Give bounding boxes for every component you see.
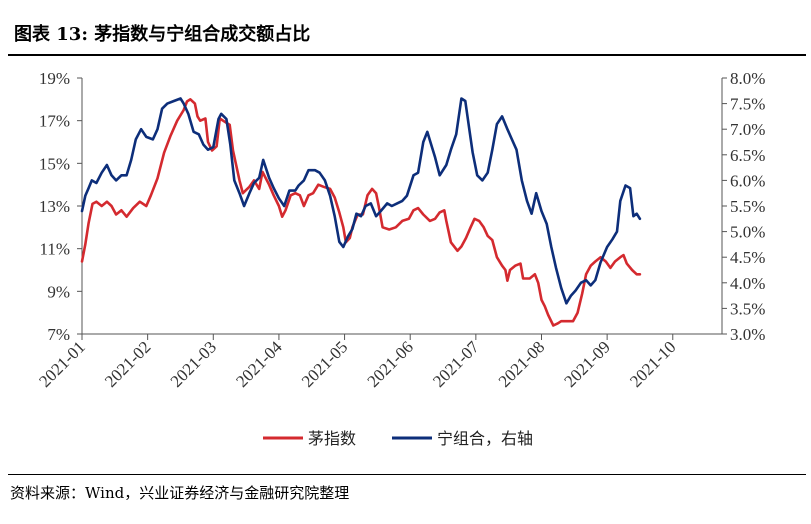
left-tick-label: 7% — [47, 325, 70, 344]
x-tick-label: 2021-06 — [364, 337, 418, 391]
x-tick-label: 2021-01 — [35, 337, 89, 391]
right-tick-label: 5.0% — [730, 223, 765, 242]
chart-axes — [81, 78, 723, 335]
left-axis-ticks: 7% 9% 11% 13% 15% 17% 19% — [39, 69, 82, 344]
right-tick-label: 6.0% — [730, 171, 765, 190]
left-tick-label: 15% — [39, 154, 70, 173]
left-tick-label: 11% — [39, 240, 70, 259]
x-tick-label: 2021-07 — [429, 337, 483, 391]
right-tick-label: 3.0% — [730, 325, 765, 344]
left-tick-label: 19% — [39, 69, 70, 88]
x-tick-label: 2021-03 — [167, 337, 221, 391]
title-divider — [8, 54, 806, 56]
legend-label-mao: 茅指数 — [308, 429, 356, 448]
right-tick-label: 6.5% — [730, 146, 765, 165]
x-tick-label: 2021-05 — [298, 337, 352, 391]
right-tick-label: 8.0% — [730, 69, 765, 88]
chart-legend: 茅指数 宁组合，右轴 — [263, 429, 533, 448]
left-tick-label: 13% — [39, 197, 70, 216]
series-line-mao — [80, 98, 642, 327]
right-tick-label: 7.5% — [730, 95, 765, 114]
right-tick-label: 3.5% — [730, 299, 765, 318]
x-tick-label: 2021-04 — [232, 337, 286, 391]
x-tick-label: 2021-08 — [495, 337, 549, 391]
chart-title: 图表 13: 茅指数与宁组合成交额占比 — [14, 24, 311, 45]
x-tick-label: 2021-10 — [626, 337, 680, 391]
x-axis-ticks: 2021-01 2021-02 2021-03 2021-04 2021-05 2021-… — [35, 334, 680, 391]
plot-area — [80, 97, 642, 327]
right-axis-ticks: 3.0% 3.5% 4.0% 4.5% 5.0% 5.5% 6.0% 6.5% 7.0% 7.5%… — [722, 69, 765, 344]
left-tick-label: 9% — [47, 282, 70, 301]
x-tick-label: 2021-09 — [560, 337, 614, 391]
right-tick-label: 5.5% — [730, 197, 765, 216]
series-line-ning — [80, 97, 642, 305]
right-tick-label: 4.0% — [730, 274, 765, 293]
left-tick-label: 17% — [39, 112, 70, 131]
right-tick-label: 4.5% — [730, 248, 765, 267]
source-note: 资料来源：Wind，兴业证券经济与金融研究院整理 — [10, 484, 350, 502]
source-divider — [8, 474, 806, 475]
x-tick-label: 2021-02 — [101, 337, 155, 391]
right-tick-label: 7.0% — [730, 120, 765, 139]
legend-label-ning: 宁组合，右轴 — [437, 429, 533, 448]
line-chart: 7% 9% 11% 13% 15% 17% 19% 3.0% 3.5% 4.0% 4.5% 5.0%… — [35, 69, 765, 448]
